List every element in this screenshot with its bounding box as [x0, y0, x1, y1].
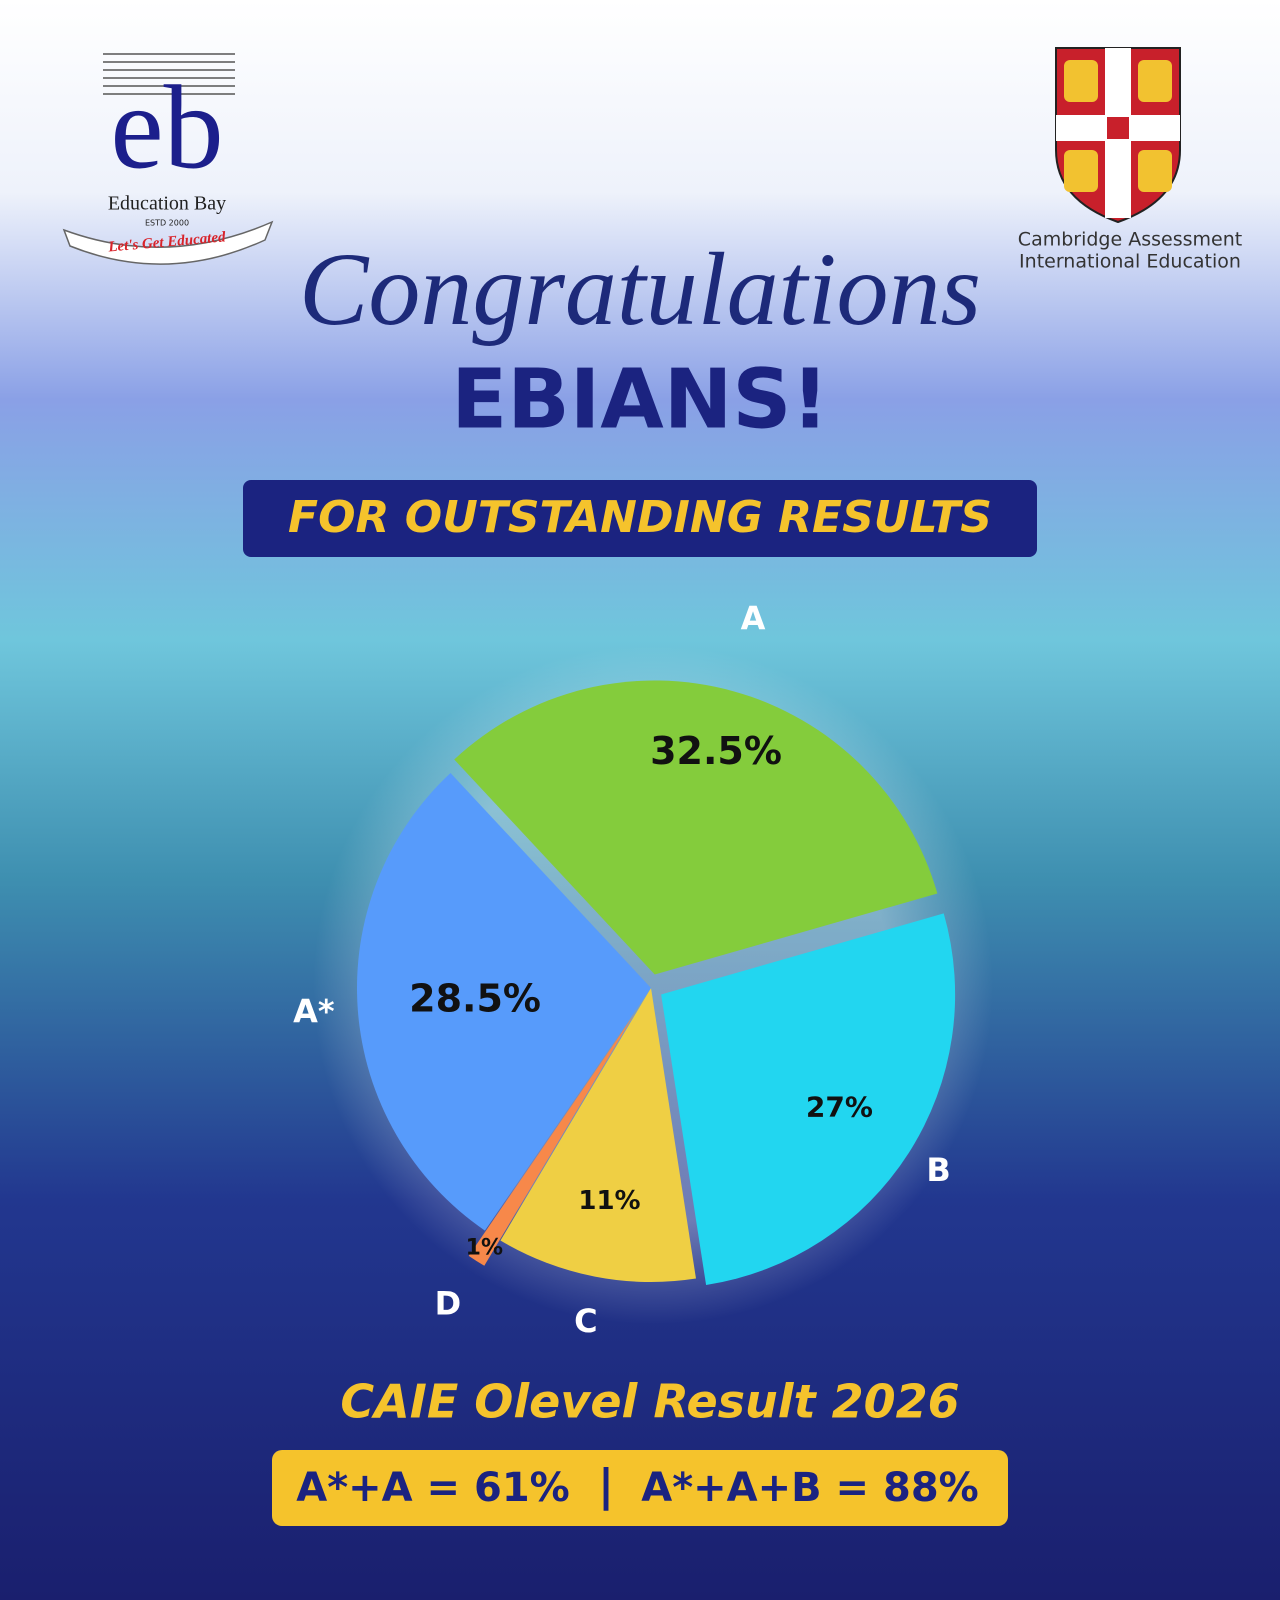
category-label: B [926, 1151, 950, 1189]
category-label: A* [293, 992, 335, 1030]
result-title: CAIE Olevel Result 2026 [340, 1375, 959, 1429]
stats-box [272, 1450, 1008, 1526]
logo-mark: eb [110, 61, 223, 194]
pie-slice [357, 772, 651, 1231]
value-label: 32.5% [650, 729, 782, 773]
category-label: A [741, 599, 766, 637]
banner [243, 480, 1037, 557]
category-label: C [574, 1302, 597, 1340]
pie-slice [661, 913, 956, 1286]
cambridge-line2: International Education [1019, 251, 1241, 273]
value-label: 28.5% [409, 977, 541, 1021]
stat-a-star-a: A*+A = 61% [296, 1465, 569, 1511]
pie-chart: 32.5% A 27% B 11% C 1%D 28.5% A* [293, 599, 956, 1340]
pie-slice [500, 988, 696, 1282]
value-label: 11% [578, 1186, 640, 1216]
stat-separator: | [598, 1460, 614, 1511]
pie-slice [454, 680, 938, 975]
pie-slice [468, 1013, 635, 1266]
right-logo: Cambridge Assessment International Educa… [1018, 47, 1242, 273]
logo-established: ESTD 2000 [145, 219, 189, 228]
headline-script: Congratulations [299, 232, 981, 347]
value-label: 27% [806, 1091, 873, 1124]
cambridge-line1: Cambridge Assessment [1018, 229, 1242, 251]
headline-main: EBIANS! [451, 352, 829, 447]
stat-a-star-a-b: A*+A+B = 88% [641, 1465, 978, 1511]
value-label: 1% [466, 1236, 503, 1261]
logo-name: Education Bay [108, 193, 226, 215]
category-label: D [435, 1285, 462, 1323]
banner-text: FOR OUTSTANDING RESULTS [288, 492, 992, 543]
